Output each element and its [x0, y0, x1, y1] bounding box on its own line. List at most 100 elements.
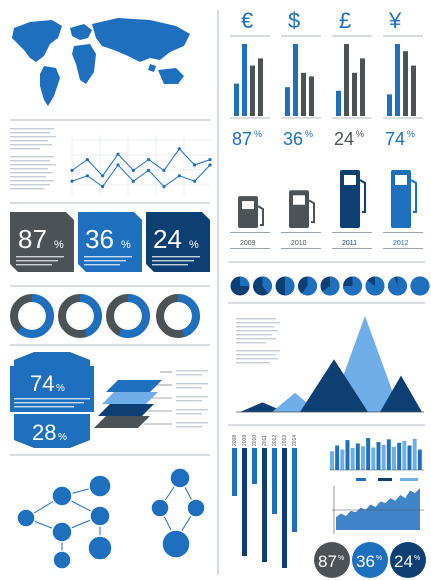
grouped-bar [330, 451, 334, 470]
series-line-2 [71, 164, 211, 188]
currency-bar [285, 87, 290, 116]
fuel-pump-window [395, 175, 407, 185]
line-point [193, 179, 197, 183]
grouped-bar [366, 438, 371, 470]
currency-bar [411, 65, 416, 116]
fuel-pump-hose [359, 179, 366, 213]
currency-symbol: ¥ [388, 8, 402, 33]
triangle-mark [380, 375, 422, 412]
triangle-chart [236, 316, 424, 413]
currency-bar [387, 94, 392, 116]
fuel-pump-window [293, 195, 305, 205]
currency-percent: 74 [385, 129, 405, 149]
grouped-bar [371, 447, 376, 470]
grouped-bar [402, 440, 407, 470]
line-point [208, 158, 212, 162]
body-text-lines [10, 128, 56, 190]
fuel-pump-window [242, 201, 254, 210]
fuel-pump-body [238, 196, 258, 228]
line-point [101, 185, 105, 189]
line-point [162, 185, 166, 189]
pie-slice [301, 276, 317, 296]
world-map [12, 18, 190, 106]
currency-percent: 87 [232, 129, 252, 149]
pie-slice [365, 276, 385, 296]
fuel-pump-window [344, 175, 356, 185]
line-point [208, 163, 212, 167]
fuel-pump-hose [257, 205, 264, 227]
grouped-bar-chart [330, 438, 424, 471]
year-label: 2013 [282, 435, 288, 446]
pie-slice [240, 276, 250, 286]
line-point [177, 147, 181, 151]
currency-percent: 24 [334, 129, 354, 149]
currency-bar [344, 44, 349, 116]
line-point [193, 163, 197, 167]
currency-symbol: $ [288, 8, 300, 33]
grouped-bar [355, 443, 360, 470]
year-label: 2014 [292, 435, 298, 446]
currency-bar [309, 76, 314, 116]
stacked-layers [94, 370, 208, 428]
line-point [147, 168, 151, 172]
pie-slice [262, 276, 273, 294]
circle-value: 87 [318, 552, 337, 571]
currency-percent-sign: % [254, 129, 262, 139]
line-chart [70, 135, 212, 195]
fuel-pumps [238, 170, 417, 228]
currency-bar [301, 72, 306, 116]
hexagon-sign: % [56, 383, 65, 394]
currency-bar [352, 72, 357, 116]
year-label: 2009 [242, 435, 248, 446]
circle-sign: % [376, 555, 382, 562]
circle-sign: % [338, 555, 344, 562]
fuel-years: 2009 2010 2011 2012 [230, 232, 423, 249]
fuel-year: 2010 [291, 240, 307, 247]
grouped-bar [381, 444, 386, 470]
grouped-bar [407, 445, 412, 470]
currency-percent-sign: % [305, 129, 313, 139]
triangle-mark [240, 402, 285, 412]
vertical-bar [232, 448, 237, 496]
line-point [70, 168, 74, 172]
grouped-bar [376, 442, 381, 470]
area-fill [336, 488, 420, 530]
currency-percent-sign: % [407, 129, 415, 139]
pie-slice [343, 276, 362, 296]
currency-bar [395, 44, 400, 116]
card-sign: % [54, 239, 64, 251]
network-nodes-right [150, 467, 206, 559]
grouped-bar [335, 445, 340, 470]
pie-slice [322, 276, 340, 296]
line-point [85, 158, 89, 162]
card-value: 87 [18, 224, 47, 254]
area-legend [356, 478, 418, 481]
vertical-bar [242, 448, 247, 556]
currency-bar [360, 58, 365, 116]
vertical-bar [282, 448, 287, 568]
grouped-bar [392, 446, 396, 470]
currency-symbol: € [241, 8, 253, 33]
fuel-pump-hose [308, 199, 315, 224]
card-sign: % [121, 239, 131, 251]
card-value: 24 [153, 224, 182, 254]
line-point [70, 179, 74, 183]
donut-hole [168, 306, 188, 326]
currency-bar [293, 44, 298, 116]
circle-value: 24 [394, 552, 413, 571]
vertical-bar [292, 448, 297, 532]
grouped-bar [417, 449, 422, 470]
year-label: 2008 [232, 435, 238, 446]
grouped-bar [340, 449, 345, 470]
card-sign: % [189, 239, 199, 251]
percent-cards: 87 % 36 % 24 % [10, 212, 210, 272]
pie-slice [388, 276, 408, 296]
circle-sign: % [414, 555, 420, 562]
currency-symbol: £ [339, 8, 351, 33]
hexagon-sign: % [58, 432, 67, 443]
donut-charts [10, 294, 200, 338]
vertical-bar [252, 448, 257, 484]
line-point [131, 179, 135, 183]
hexagon-panel: 74 % 28 % [10, 352, 94, 448]
donut-arc [106, 294, 150, 338]
